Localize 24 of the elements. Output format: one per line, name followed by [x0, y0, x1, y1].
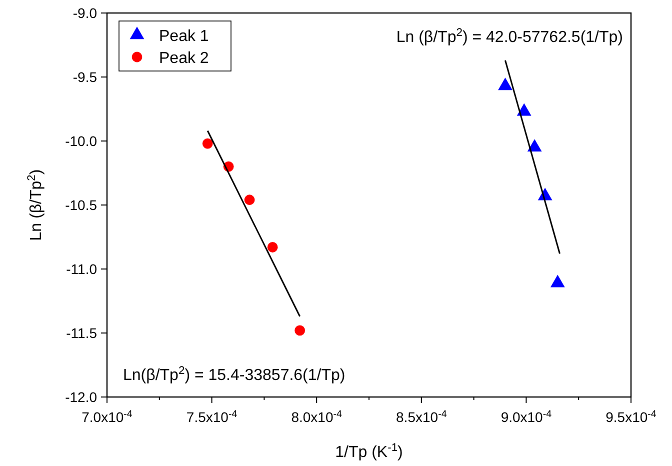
- point: [294, 325, 306, 336]
- y-tick-label: -10.0: [65, 133, 98, 149]
- y-tick-label: -11.5: [66, 325, 98, 341]
- x-tick-label: 7.5x10$^{-4}$: [186, 408, 238, 425]
- x-tick-label: 8.0x10$^{-4}$: [291, 408, 343, 425]
- point: [498, 78, 512, 90]
- x-tick-label: 7.0x10$^{-4}$: [82, 408, 133, 425]
- y-tick-label: -12.0: [65, 389, 98, 405]
- y-tick-label: -11.0: [66, 261, 98, 277]
- annotation: Ln (β/Tp$^{2}$) = 42.0-57762.5(1/Tp): [396, 27, 623, 46]
- point: [202, 138, 213, 149]
- annotation: Ln(β/Tp$^{2}$) = 15.4-33857.6(1/Tp): [123, 365, 346, 384]
- y-tick-label: -10.5: [65, 197, 98, 213]
- legend-label: Peak 2: [159, 50, 209, 67]
- y-tick-label: -9.0: [72, 5, 98, 21]
- x-tick-label: 8.5x10$^{-4}$: [396, 408, 448, 425]
- point: [244, 194, 255, 206]
- point: [527, 139, 542, 152]
- legend-label: Peak 1: [159, 28, 209, 45]
- x-tick-label: 9.0x10$^{-4}$: [500, 408, 552, 425]
- x-axis-title: 1/Tp (K$^{-1}$): [335, 442, 403, 461]
- y-tick-label: -9.5: [72, 69, 98, 85]
- point: [267, 242, 278, 252]
- x-tick-label: 9.5x10$^{-4}$: [606, 408, 657, 425]
